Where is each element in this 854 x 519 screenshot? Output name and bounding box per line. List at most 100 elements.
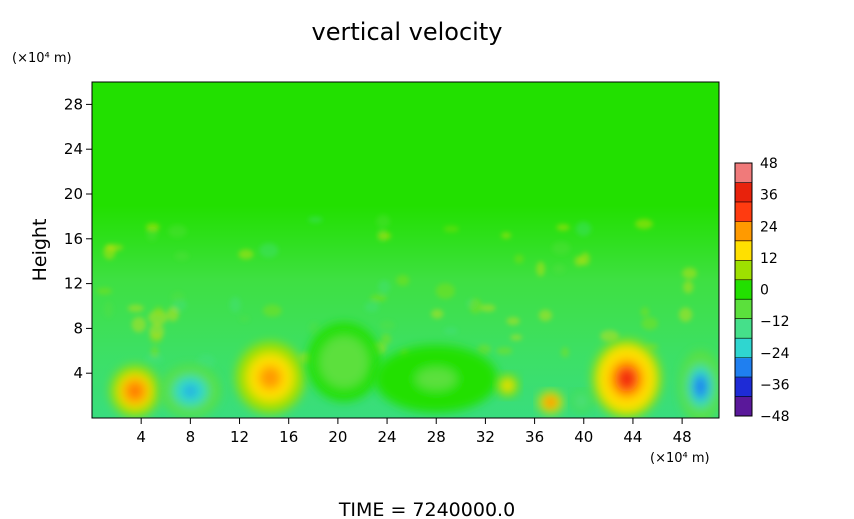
colorbar-label: −36 bbox=[760, 377, 790, 393]
texture-speckle bbox=[131, 316, 147, 333]
plot-frame bbox=[91, 81, 720, 419]
time-label: TIME = 7240000.0 bbox=[338, 499, 515, 519]
texture-speckle bbox=[105, 244, 124, 251]
colorbar-label: 24 bbox=[760, 219, 778, 235]
texture-speckle bbox=[469, 298, 482, 314]
x-tick-label: 28 bbox=[427, 428, 446, 446]
y-tick-label: 4 bbox=[73, 364, 83, 382]
y-axis: 4 8 12 16 20 24 28 bbox=[64, 95, 92, 382]
x-tick-label: 32 bbox=[476, 428, 495, 446]
x-tick-label: 4 bbox=[136, 428, 146, 446]
velocity-cell bbox=[571, 391, 592, 412]
texture-speckle bbox=[538, 309, 553, 322]
contour-ring bbox=[505, 383, 510, 388]
y-tick-label: 20 bbox=[64, 185, 83, 203]
contour-ring bbox=[337, 355, 351, 369]
colorbar-segment bbox=[735, 299, 752, 320]
colorbar-segment bbox=[735, 338, 752, 359]
texture-speckle bbox=[149, 323, 165, 340]
colorbar-label: −12 bbox=[760, 314, 790, 330]
texture-speckle bbox=[168, 224, 187, 238]
x-tick-label: 24 bbox=[378, 428, 397, 446]
colorbar: 48 36 24 12 0 −12 −24 −36 −48 bbox=[734, 156, 790, 425]
texture-speckle bbox=[196, 354, 216, 369]
x-tick-label: 44 bbox=[623, 428, 642, 446]
texture-speckle bbox=[553, 263, 566, 274]
texture-speckle bbox=[443, 225, 459, 233]
texture-speckle bbox=[506, 316, 520, 326]
texture-speckle bbox=[501, 232, 512, 239]
texture-speckle bbox=[153, 306, 164, 316]
texture-speckle bbox=[574, 255, 584, 267]
texture-speckle bbox=[640, 307, 650, 317]
texture-speckle bbox=[510, 334, 523, 341]
velocity-cell bbox=[538, 391, 563, 414]
texture-speckle bbox=[556, 223, 570, 231]
x-tick-label: 12 bbox=[230, 428, 249, 446]
texture-speckle bbox=[380, 333, 392, 345]
texture-speckle bbox=[480, 304, 496, 312]
colorbar-label: −24 bbox=[760, 346, 790, 362]
texture-speckle bbox=[172, 299, 187, 311]
texture-speckle bbox=[150, 346, 159, 359]
contour-ring bbox=[579, 399, 584, 404]
colorbar-label: 48 bbox=[760, 156, 778, 172]
texture-speckle bbox=[575, 221, 592, 236]
velocity-cell bbox=[235, 341, 305, 414]
colorbar-segment bbox=[735, 201, 752, 222]
contour-ring bbox=[130, 386, 140, 396]
texture-speckle bbox=[561, 347, 570, 358]
texture-speckle bbox=[370, 294, 388, 302]
texture-speckle bbox=[678, 307, 693, 322]
x-tick-label: 8 bbox=[186, 428, 196, 446]
colorbar-segment bbox=[735, 240, 752, 261]
texture-speckle bbox=[641, 317, 658, 330]
x-tick-label: 16 bbox=[279, 428, 298, 446]
contour-ring bbox=[621, 372, 633, 386]
y-tick-label: 16 bbox=[64, 230, 83, 248]
contour-ring bbox=[425, 373, 447, 385]
contour-ring bbox=[185, 386, 196, 396]
texture-speckle bbox=[683, 280, 694, 294]
texture-speckle bbox=[166, 307, 179, 322]
colorbar-segment bbox=[735, 357, 752, 378]
y-unit-label: (×10⁴ m) bbox=[12, 51, 72, 66]
colorbar-frame bbox=[734, 162, 753, 417]
texture-speckle bbox=[536, 261, 546, 277]
x-tick-label: 20 bbox=[328, 428, 347, 446]
velocity-cell bbox=[592, 339, 662, 418]
colorbar-segment bbox=[735, 396, 752, 417]
x-unit-label: (×10⁴ m) bbox=[650, 451, 710, 466]
plot-area bbox=[92, 82, 719, 418]
texture-speckle bbox=[148, 310, 168, 325]
texture-speckle bbox=[174, 251, 189, 261]
texture-speckle bbox=[377, 231, 392, 241]
y-tick-label: 8 bbox=[73, 319, 83, 337]
colorbar-segment bbox=[735, 377, 752, 398]
colorbar-segment bbox=[735, 182, 752, 203]
texture-speckle bbox=[496, 347, 513, 355]
texture-speckle bbox=[364, 301, 379, 313]
colorbar-segment bbox=[735, 279, 752, 300]
colorbar-label: 0 bbox=[760, 283, 769, 299]
colorbar-label: −48 bbox=[760, 409, 790, 425]
texture-speckle bbox=[145, 355, 164, 363]
x-axis: 4 8 12 16 20 24 28 32 36 40 44 48 bbox=[136, 418, 692, 446]
colorbar-segment bbox=[735, 318, 752, 339]
texture-speckle bbox=[262, 304, 282, 317]
texture-speckle bbox=[127, 304, 144, 313]
texture-speckle bbox=[378, 280, 391, 294]
texture-speckle bbox=[443, 327, 458, 335]
colorbar-segment bbox=[735, 163, 752, 183]
texture-speckle bbox=[600, 330, 619, 342]
texture-speckle bbox=[682, 267, 697, 280]
texture-speckle bbox=[96, 287, 113, 295]
contour-ring bbox=[548, 400, 553, 405]
texture-speckle bbox=[477, 344, 491, 355]
velocity-cell bbox=[679, 350, 719, 418]
texture-speckle bbox=[376, 214, 391, 228]
y-tick-label: 24 bbox=[64, 140, 83, 158]
contour-ring bbox=[264, 371, 277, 384]
texture-speckle bbox=[514, 254, 524, 264]
texture-speckle bbox=[239, 315, 250, 322]
